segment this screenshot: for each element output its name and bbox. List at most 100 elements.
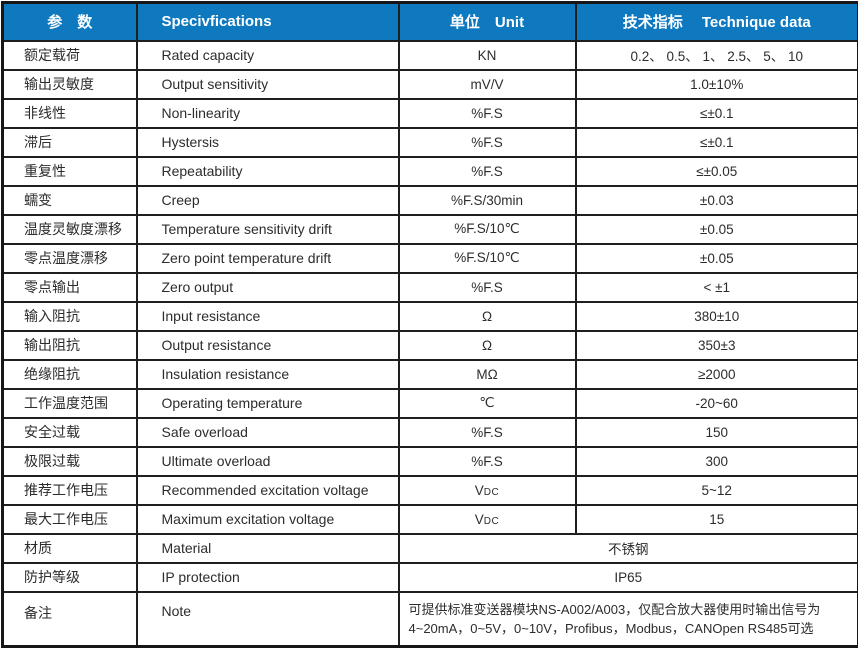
unit-text: V [474,482,484,498]
technique-data-cell: 300 [574,445,858,477]
technique-data-cell: ≤±0.1 [574,126,858,158]
unit-text: %F.S [471,453,503,469]
note-line: 4~20mA，0~5V，0~10V，Profibus，Modbus，CANOpe… [408,620,814,636]
table-row: 极限过载 Ultimate overload %F.S 300 [1,445,858,477]
param-name-cn: 滞后 [1,126,138,158]
table-row-note: 备注 Note 可提供标准变送器模块NS-A002/A003，仅配合放大器使用时输出… [1,590,858,648]
note-text-cell: 可提供标准变送器模块NS-A002/A003，仅配合放大器使用时输出信号为 4~2… [397,590,858,648]
unit-cell: %F.S [397,97,577,129]
technique-data-cell: -20~60 [574,387,858,419]
technique-data-cell: ≤±0.05 [574,155,858,187]
header-cell-specifications: Specivfications [135,1,400,42]
table-row: 非线性 Non-linearity %F.S ≤±0.1 [1,97,858,129]
unit-cell: %F.S/30min [397,184,577,216]
merged-value-cell: 不锈钢 [397,532,858,564]
param-name-cn: 输出灵敏度 [1,68,138,100]
table-row: 工作温度范围 Operating temperature ℃ -20~60 [1,387,858,419]
unit-text: %F.S [471,163,503,179]
param-name-cn: 额定载荷 [1,39,138,71]
unit-text: mV/V [470,76,504,92]
table-row: 蠕变 Creep %F.S/30min ±0.03 [1,184,858,216]
unit-text: KN [477,47,497,63]
param-name-cn: 极限过载 [1,445,138,477]
param-name-cn: 非线性 [1,97,138,129]
param-name-cn: 材质 [1,532,138,564]
unit-cell: ℃ [397,387,577,419]
technique-data-cell: ≥2000 [574,358,858,390]
unit-text: %F.S/30min [450,192,524,208]
param-name-cn: 零点输出 [1,271,138,303]
param-name-en: Zero output [135,271,400,303]
table-row: 防护等级 IP protection IP65 [1,561,858,593]
technique-data-cell: 380±10 [574,300,858,332]
param-name-en: Non-linearity [135,97,400,129]
technique-data-cell: 150 [574,416,858,448]
param-name-en: Creep [135,184,400,216]
param-name-en: IP protection [135,561,400,593]
unit-cell: %F.S [397,271,577,303]
table-row: 最大工作电压 Maximum excitation voltage VDC 15 [1,503,858,535]
unit-cell: %F.S [397,155,577,187]
unit-cell: %F.S [397,126,577,158]
unit-text: %F.S [471,279,503,295]
technique-data-cell: 5~12 [574,474,858,506]
unit-cell: %F.S/10℃ [397,213,577,245]
param-name-en: Zero point temperature drift [135,242,400,274]
unit-text: %F.S [471,424,503,440]
param-name-en: Insulation resistance [135,358,400,390]
unit-cell: KN [397,39,577,71]
param-name-en: Output sensitivity [135,68,400,100]
param-name-cn: 工作温度范围 [1,387,138,419]
merged-value-cell: IP65 [397,561,858,593]
param-name-cn: 防护等级 [1,561,138,593]
header-cell-technique-data: 技术指标 Technique data [574,1,858,42]
param-name-en: Input resistance [135,300,400,332]
unit-cell: VDC [397,503,577,535]
unit-cell: mV/V [397,68,577,100]
table-row: 额定载荷 Rated capacity KN 0.2、 0.5、 1、 2.5、 5、… [1,39,858,71]
table-row: 推荐工作电压 Recommended excitation voltage VDC 5… [1,474,858,506]
note-line: 可提供标准变送器模块NS-A002/A003，仅配合放大器使用时输出信号为 [408,601,821,617]
param-name-cn: 安全过载 [1,416,138,448]
param-name-en: Ultimate overload [135,445,400,477]
param-name-cn: 备注 [1,590,138,648]
table-row: 温度灵敏度漂移 Temperature sensitivity drift %F.S… [1,213,858,245]
table-header: 参 数 Specivfications 单位 Unit 技术指标 Techniq… [1,1,858,42]
unit-cell: %F.S [397,445,577,477]
param-name-en: Output resistance [135,329,400,361]
technique-data-cell: ±0.03 [574,184,858,216]
technique-data-cell: 350±3 [574,329,858,361]
table-row: 滞后 Hystersis %F.S ≤±0.1 [1,126,858,158]
unit-text: Ω [481,337,493,353]
param-name-cn: 蠕变 [1,184,138,216]
header-cell-parameter: 参 数 [1,1,138,42]
technique-data-cell: 0.2、 0.5、 1、 2.5、 5、 10 [574,39,858,71]
unit-text: Ω [481,308,493,324]
technique-data-cell: ±0.05 [574,213,858,245]
unit-text: %F.S [471,134,503,150]
param-name-en: Hystersis [135,126,400,158]
param-name-en: Material [135,532,400,564]
param-name-en: Operating temperature [135,387,400,419]
unit-subscript: DC [483,515,500,527]
param-name-en: Note [135,590,400,648]
param-name-en: Safe overload [135,416,400,448]
technique-data-cell: < ±1 [574,271,858,303]
param-name-cn: 重复性 [1,155,138,187]
unit-cell: Ω [397,300,577,332]
table-row: 零点输出 Zero output %F.S < ±1 [1,271,858,303]
technique-data-cell: ≤±0.1 [574,97,858,129]
param-name-cn: 零点温度漂移 [1,242,138,274]
param-name-cn: 推荐工作电压 [1,474,138,506]
unit-cell: %F.S/10℃ [397,242,577,274]
param-name-en: Maximum excitation voltage [135,503,400,535]
unit-text: %F.S/10℃ [454,250,520,265]
header-cell-unit: 单位 Unit [397,1,577,42]
param-name-cn: 输入阻抗 [1,300,138,332]
param-name-en: Recommended excitation voltage [135,474,400,506]
technique-data-cell: 1.0±10% [574,68,858,100]
table-row: 输出阻抗 Output resistance Ω 350±3 [1,329,858,361]
unit-text: ℃ [479,395,495,410]
unit-text: MΩ [476,366,498,382]
